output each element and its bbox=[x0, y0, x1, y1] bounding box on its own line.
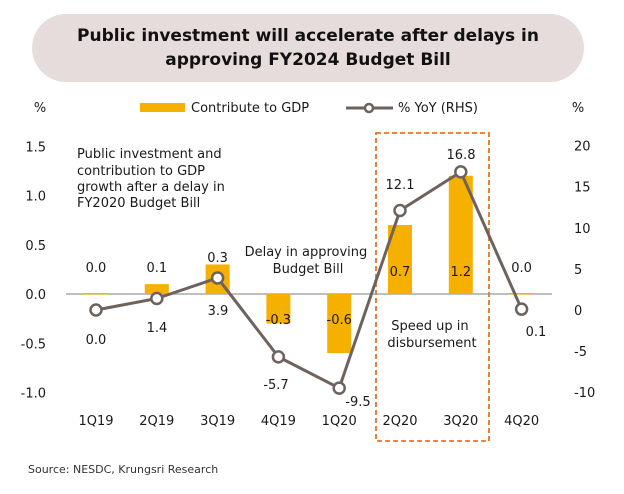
bar-1Q20 bbox=[327, 294, 352, 354]
chart-title: Public investment will accelerate after … bbox=[77, 26, 539, 70]
annotation-public-investment: Public investment and contribution to GD… bbox=[77, 147, 229, 211]
yoy-marker-2Q20 bbox=[393, 203, 407, 218]
right-axis-tick: 10 bbox=[574, 222, 591, 237]
bar-label: 0.0 bbox=[86, 261, 107, 276]
legend-bar-label: Contribute to GDP bbox=[191, 101, 309, 116]
x-axis-tick: 3Q19 bbox=[200, 414, 235, 429]
right-axis-tick: 0 bbox=[574, 304, 582, 319]
line-label: 3.9 bbox=[208, 304, 229, 319]
line-labels: 0.0 1.4 3.9 -5.7 -9.5 12.1 16.8 0.1 bbox=[86, 148, 547, 410]
legend-bar-swatch bbox=[140, 103, 185, 112]
right-axis-tick: 20 bbox=[574, 140, 591, 155]
left-axis-unit: % bbox=[34, 101, 46, 116]
yoy-line bbox=[95, 170, 523, 390]
legend: Contribute to GDP % YoY (RHS) bbox=[140, 101, 478, 116]
yoy-marker-3Q20 bbox=[454, 165, 468, 179]
bar-label: 1.2 bbox=[450, 265, 471, 280]
right-axis-tick: -5 bbox=[574, 345, 587, 360]
x-axis-tick: 2Q19 bbox=[139, 414, 174, 429]
left-axis-tick: -1.0 bbox=[21, 387, 46, 402]
x-axis-tick: 3Q20 bbox=[443, 414, 478, 429]
bar-label: 0.7 bbox=[390, 265, 411, 280]
line-label: 0.0 bbox=[86, 333, 107, 348]
legend-line-label: % YoY (RHS) bbox=[398, 101, 478, 116]
annotation-delay: Delay in approving Budget Bill bbox=[245, 245, 372, 277]
annotation-speed-up: Speed up in disbursement bbox=[387, 319, 476, 351]
left-axis: 1.5 1.0 0.5 0.0 -0.5 -1.0 bbox=[21, 140, 46, 401]
chart-title-box: Public investment will accelerate after … bbox=[32, 14, 584, 82]
yoy-marker-3Q19 bbox=[210, 271, 225, 285]
left-axis-tick: -0.5 bbox=[21, 337, 46, 352]
line-label: 12.1 bbox=[386, 178, 415, 193]
bar-label: 0.3 bbox=[207, 251, 228, 266]
yoy-marker-1Q19 bbox=[89, 303, 103, 317]
x-axis-tick: 4Q19 bbox=[261, 414, 296, 429]
x-axis-tick: 2Q20 bbox=[382, 414, 417, 429]
x-axis: 1Q19 2Q19 3Q19 4Q19 1Q20 2Q20 3Q20 4Q20 bbox=[78, 414, 539, 429]
source-note: Source: NESDC, Krungsri Research bbox=[28, 463, 218, 476]
right-axis-tick: 15 bbox=[574, 181, 591, 196]
left-axis-tick: 0.5 bbox=[25, 239, 46, 254]
bar-1Q19 bbox=[84, 293, 108, 295]
right-axis-tick: -10 bbox=[574, 386, 595, 401]
x-axis-tick: 1Q19 bbox=[78, 414, 113, 429]
bar-4Q20 bbox=[509, 293, 534, 295]
legend-line-marker bbox=[363, 102, 375, 114]
left-axis-tick: 1.5 bbox=[25, 140, 46, 155]
bar-2Q19 bbox=[144, 284, 169, 294]
right-axis: 20 15 10 5 0 -5 -10 bbox=[574, 140, 595, 402]
bar-series bbox=[84, 175, 534, 354]
right-axis-unit: % bbox=[572, 101, 584, 116]
bar-label: -0.6 bbox=[327, 313, 352, 328]
yoy-marker-4Q19 bbox=[271, 350, 286, 364]
line-series bbox=[89, 165, 529, 395]
x-axis-tick: 4Q20 bbox=[504, 414, 539, 429]
highlight-box bbox=[375, 132, 490, 442]
x-axis-tick: 1Q20 bbox=[322, 414, 357, 429]
line-label: 0.1 bbox=[526, 325, 547, 340]
bar-4Q19 bbox=[266, 294, 291, 324]
line-label: 1.4 bbox=[147, 321, 168, 336]
bar-label: 0.1 bbox=[146, 261, 167, 276]
bar-label: 0.0 bbox=[511, 261, 532, 276]
left-axis-tick: 1.0 bbox=[25, 190, 46, 205]
line-label: -9.5 bbox=[345, 395, 370, 410]
bar-label: -0.3 bbox=[266, 313, 291, 328]
yoy-marker-2Q19 bbox=[150, 291, 164, 306]
line-label: 16.8 bbox=[447, 148, 476, 163]
bar-3Q20 bbox=[448, 175, 473, 294]
left-axis-tick: 0.0 bbox=[25, 288, 46, 303]
right-axis-tick: 5 bbox=[574, 263, 582, 278]
bar-labels: 0.0 0.1 0.3 -0.3 -0.6 0.7 1.2 0.0 bbox=[86, 251, 532, 328]
yoy-marker-4Q20 bbox=[514, 302, 529, 316]
yoy-marker-1Q20 bbox=[332, 381, 346, 395]
line-label: -5.7 bbox=[263, 378, 288, 393]
